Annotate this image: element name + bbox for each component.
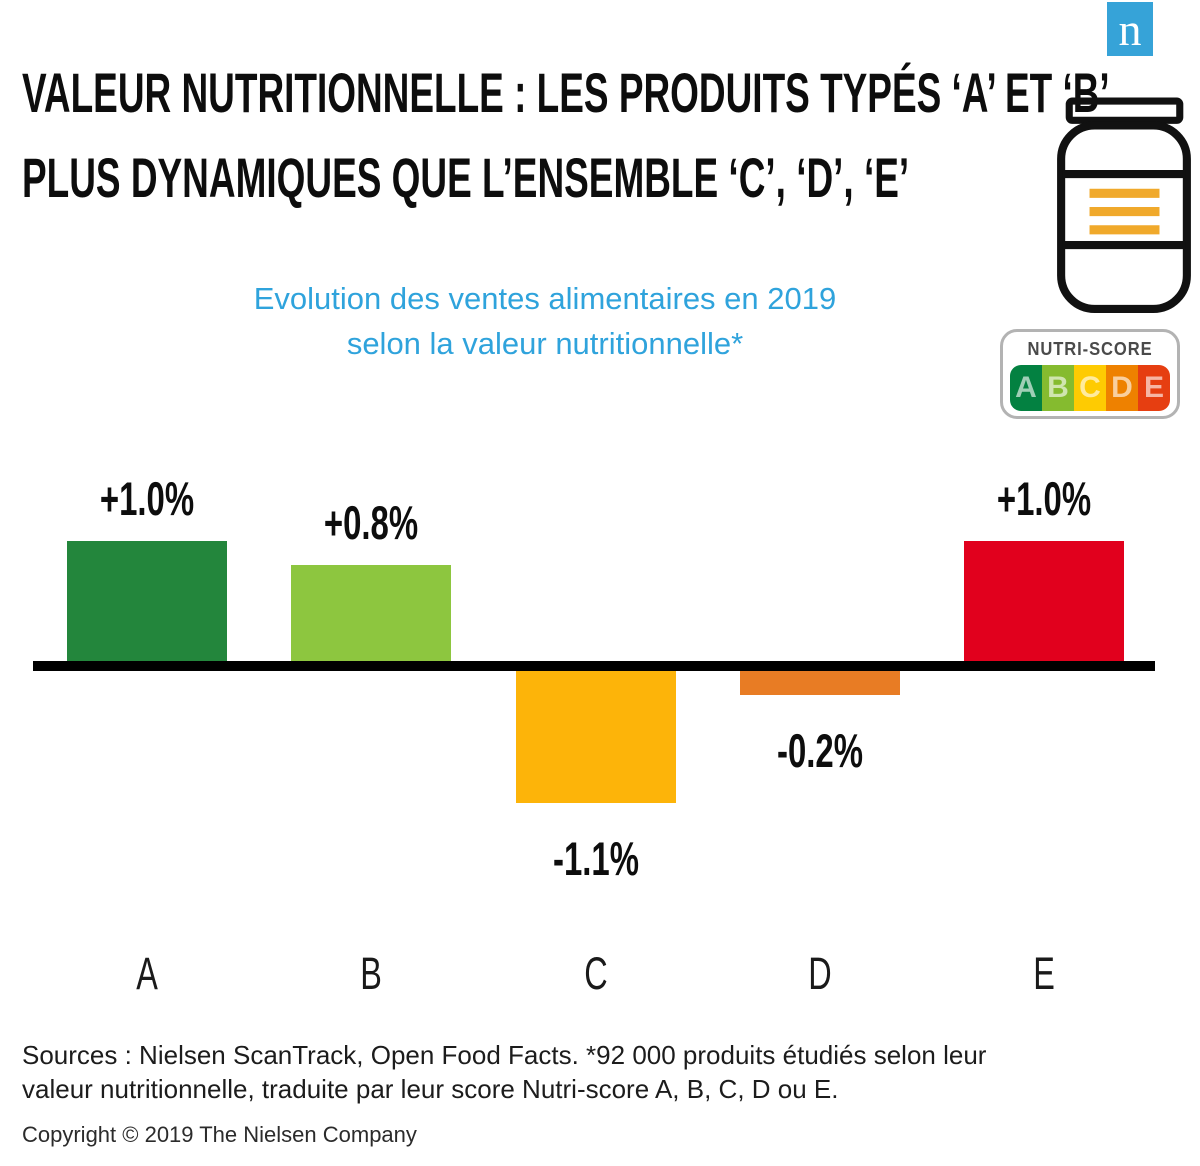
bar-d	[739, 671, 900, 695]
copyright-text: Copyright © 2019 The Nielsen Company	[22, 1122, 417, 1147]
bar-b	[291, 565, 452, 661]
value-label-d: -0.2%	[776, 724, 863, 777]
bar-a	[67, 541, 227, 661]
category-label-c: C	[583, 948, 608, 999]
nutriscore-segment-c: C	[1074, 365, 1106, 411]
nutriscore-badge-label: NUTRI-SCORE	[1027, 339, 1153, 359]
nielsen-logo: n	[1107, 2, 1153, 56]
page-title-line1: VALEUR NUTRITIONNELLE : LES PRODUITS TYP…	[22, 61, 1110, 124]
value-label-e: +1.0%	[996, 472, 1092, 525]
nutriscore-segment-d: D	[1106, 365, 1138, 411]
food-jar-icon	[1057, 97, 1191, 313]
bar-e	[964, 541, 1124, 661]
nutriscore-segment-b: B	[1042, 365, 1074, 411]
chart-title-line2: selon la valeur nutritionnelle*	[346, 326, 744, 361]
nielsen-logo-letter: n	[1118, 3, 1142, 55]
category-label-d: D	[808, 948, 832, 999]
value-label-c: -1.1%	[552, 832, 639, 885]
category-label-a: A	[136, 948, 158, 999]
nutriscore-segment-a: A	[1010, 365, 1042, 411]
bar-c	[515, 671, 676, 803]
nutriscore-segment-e: E	[1138, 365, 1170, 411]
chart-title-line1: Evolution des ventes alimentaires en 201…	[253, 281, 837, 316]
value-label-a: +1.0%	[99, 472, 195, 525]
value-label-b: +0.8%	[324, 496, 419, 549]
chart-baseline	[33, 661, 1155, 671]
category-label-b: B	[360, 948, 383, 999]
chart-title: Evolution des ventes alimentaires en 201…	[0, 276, 1090, 366]
category-label-e: E	[1033, 948, 1055, 999]
page-title: VALEUR NUTRITIONNELLE : LES PRODUITS TYP…	[22, 50, 1110, 220]
sources-text: Sources : Nielsen ScanTrack, Open Food F…	[22, 1040, 987, 1104]
page-title-line2: PLUS DYNAMIQUES QUE L’ENSEMBLE ‘C’, ‘D’,…	[22, 146, 910, 209]
